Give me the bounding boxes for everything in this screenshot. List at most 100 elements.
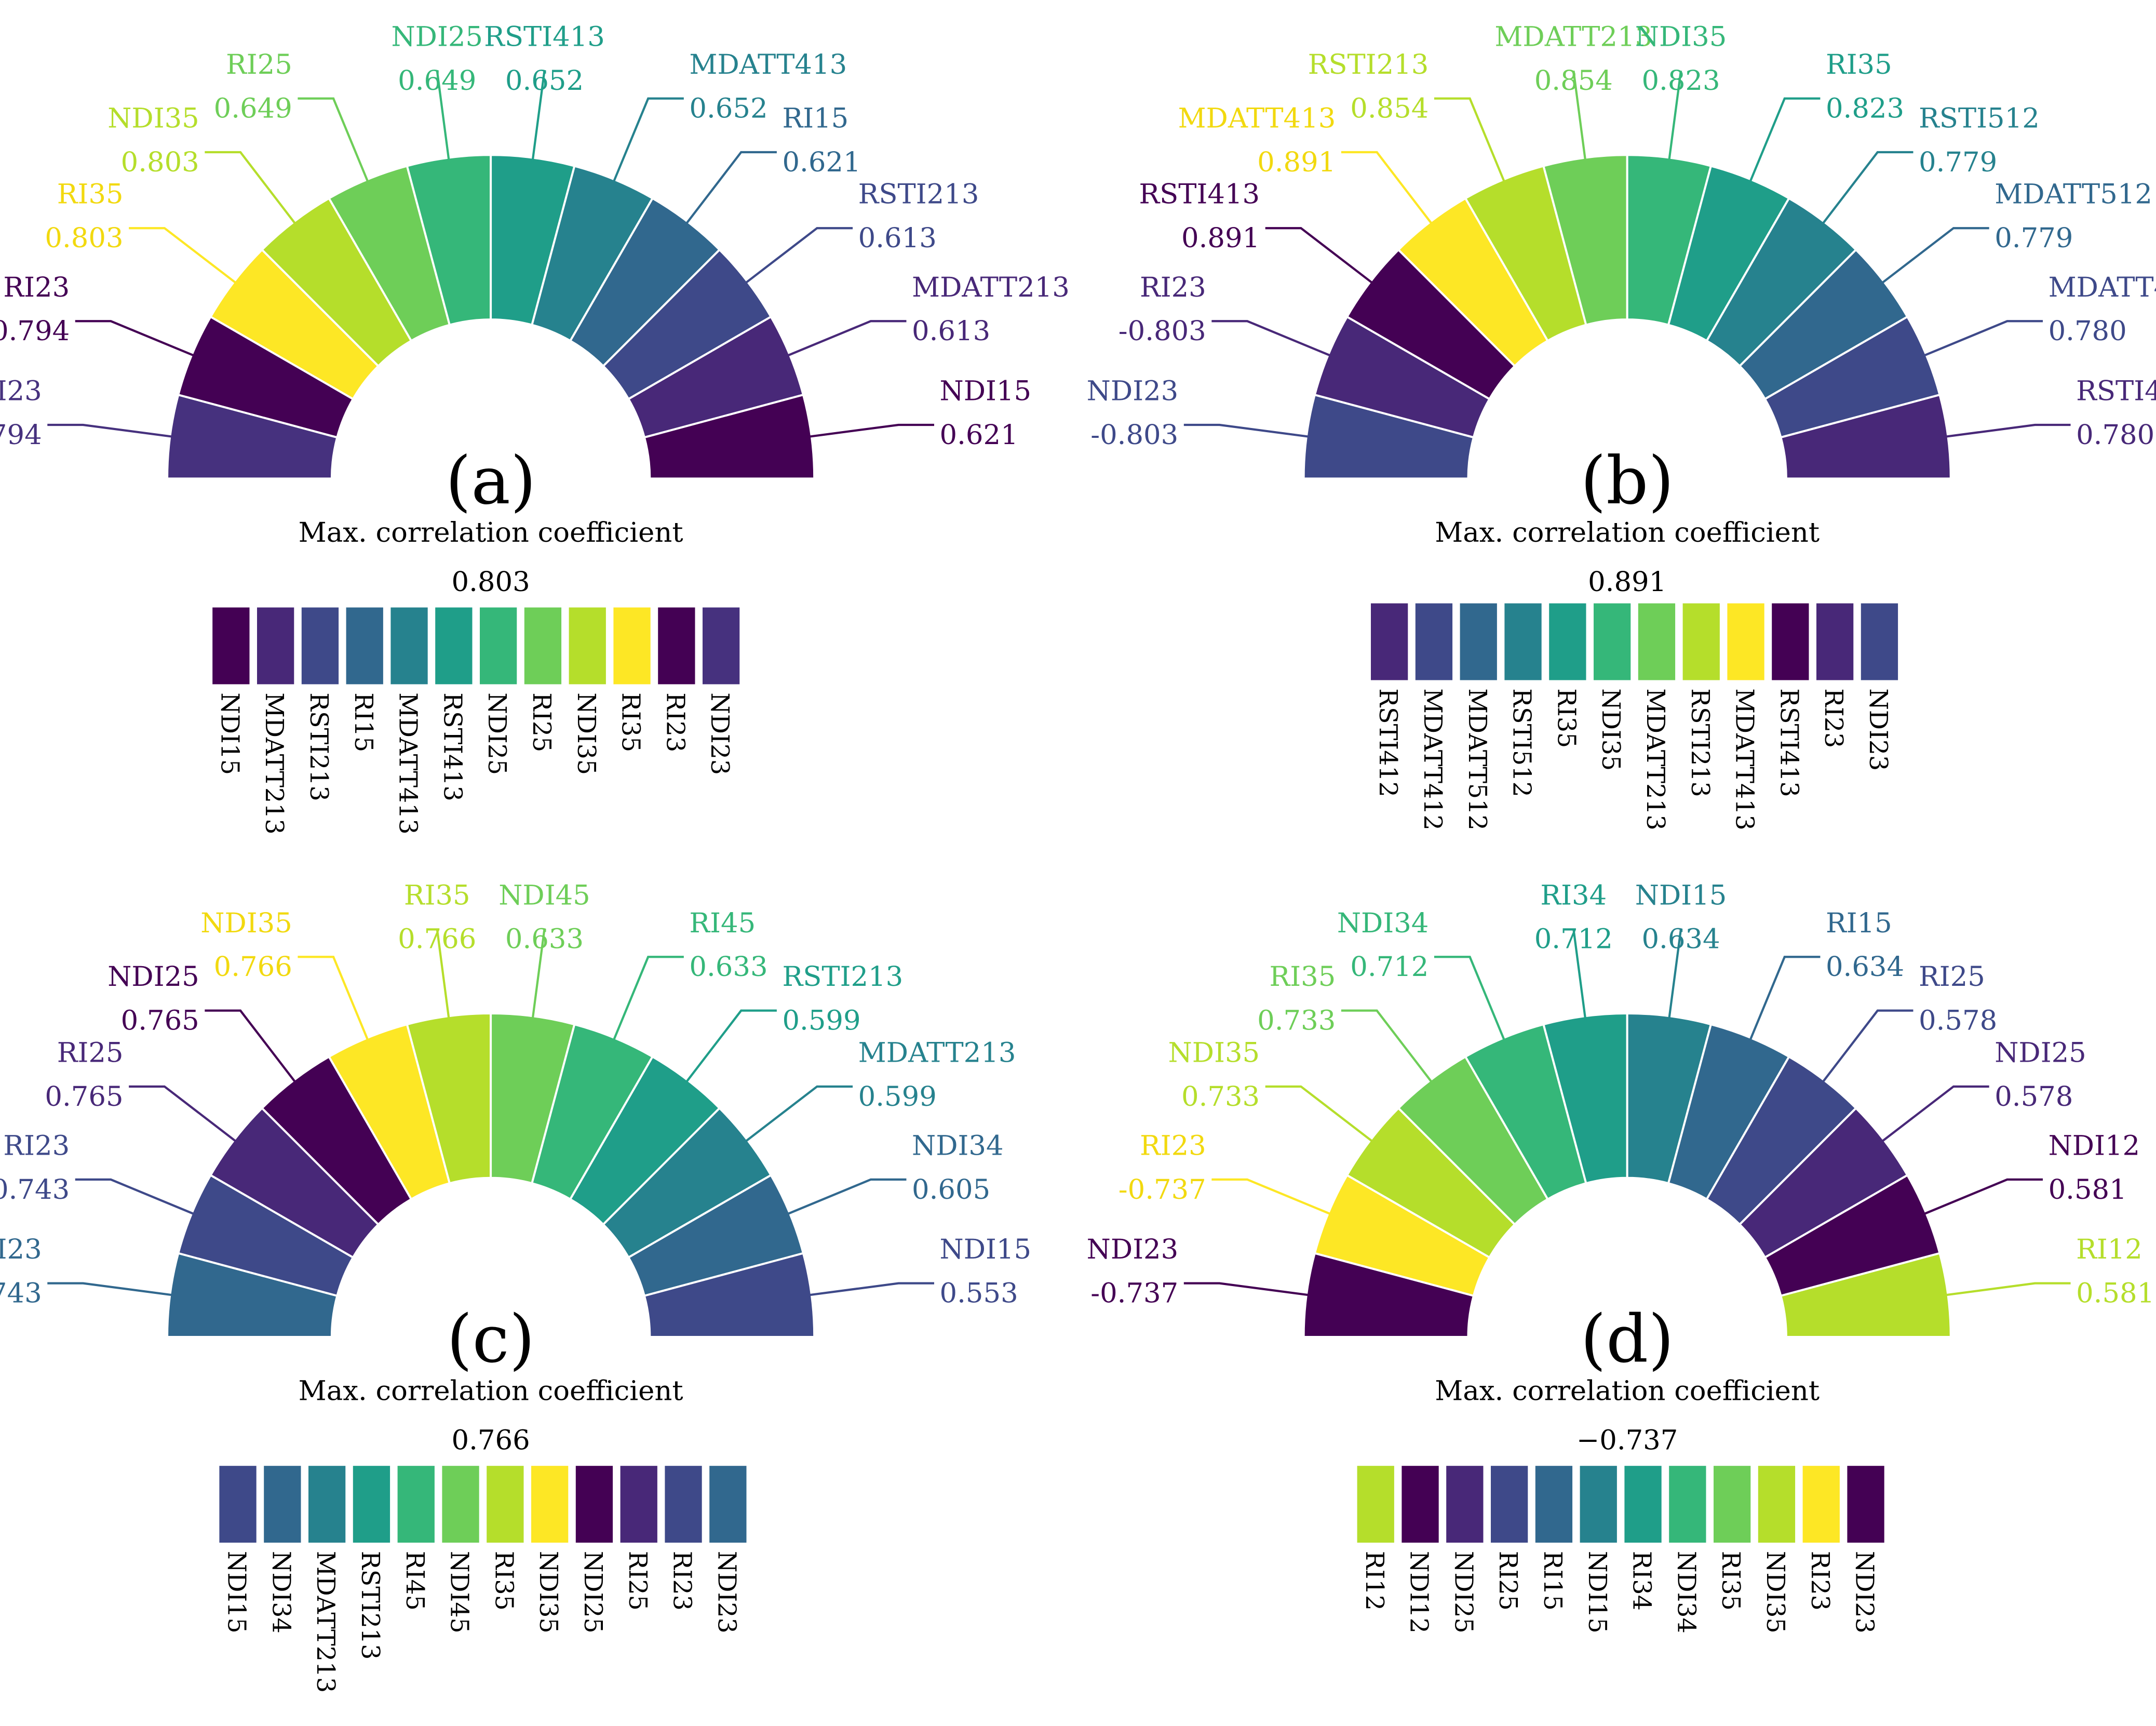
leader-line bbox=[436, 929, 451, 1022]
legend-label: MDATT413 bbox=[394, 692, 422, 834]
legend-swatch bbox=[435, 607, 473, 685]
segment-label: MDATT413 bbox=[689, 49, 847, 81]
segment-label: NDI35 bbox=[107, 103, 199, 135]
leader-line bbox=[683, 151, 777, 227]
leader-line bbox=[75, 320, 198, 358]
legend-swatch bbox=[703, 607, 740, 685]
legend-label: NDI25 bbox=[1449, 1551, 1477, 1634]
leader-line bbox=[531, 70, 546, 164]
legend-swatch bbox=[1758, 1466, 1796, 1543]
segment-value: 0.733 bbox=[1181, 1081, 1260, 1113]
leader-line bbox=[611, 97, 684, 185]
legend-swatch bbox=[1682, 603, 1720, 680]
legend-swatch bbox=[1402, 1466, 1439, 1543]
segment-value: 0.621 bbox=[782, 146, 860, 178]
segment-value: 0.765 bbox=[45, 1081, 123, 1113]
leader-line bbox=[205, 151, 298, 227]
legend-swatch bbox=[569, 607, 606, 685]
segment-value: 0.599 bbox=[782, 1005, 860, 1037]
legend-swatch bbox=[1371, 603, 1408, 680]
legend-title: Max. correlation coefficient bbox=[299, 1375, 683, 1407]
leader-line bbox=[1341, 1009, 1435, 1086]
segment-label: NDI25 bbox=[391, 21, 483, 53]
leader-line bbox=[1748, 97, 1821, 185]
leader-line bbox=[742, 227, 853, 286]
chart-panel-3: NDI23-0.743RI23-0.743RI250.765NDI250.765… bbox=[0, 879, 1031, 1693]
segment-value: -0.743 bbox=[0, 1174, 70, 1206]
legend-swatch bbox=[1727, 603, 1764, 680]
leader-line bbox=[1820, 151, 1914, 227]
chart-panel-1: NDI23-0.794RI23-0.794RI350.803NDI350.803… bbox=[0, 21, 1070, 835]
leader-line bbox=[611, 956, 684, 1043]
segment-value: 0.779 bbox=[1919, 146, 1997, 178]
segment-rsti412 bbox=[1780, 393, 1952, 480]
legend-label: RSTI413 bbox=[1774, 688, 1803, 797]
leader-line bbox=[1572, 929, 1587, 1022]
leader-line bbox=[683, 1009, 777, 1086]
segment-value: 0.854 bbox=[1534, 65, 1613, 97]
leader-line bbox=[1942, 423, 2071, 438]
segment-label: NDI23 bbox=[0, 375, 42, 407]
legend-label: MDATT213 bbox=[1641, 688, 1669, 830]
leader-line bbox=[436, 70, 451, 164]
segment-label: NDI25 bbox=[1995, 1037, 2086, 1068]
leader-line bbox=[531, 929, 546, 1022]
segment-value: 0.634 bbox=[1826, 951, 1904, 983]
segment-value: -0.794 bbox=[0, 315, 70, 347]
segment-label: NDI23 bbox=[1087, 1234, 1179, 1265]
segment-label: RI45 bbox=[689, 907, 756, 939]
segment-label: NDI23 bbox=[1087, 375, 1179, 407]
legend-swatch bbox=[1549, 603, 1586, 680]
segment-value: 0.649 bbox=[214, 93, 292, 125]
legend-label: NDI34 bbox=[266, 1551, 295, 1634]
segment-label: RSTI213 bbox=[782, 961, 903, 993]
segment-value: 0.581 bbox=[2049, 1174, 2127, 1206]
leader-line bbox=[1434, 97, 1507, 185]
legend-label: RSTI512 bbox=[1507, 688, 1536, 797]
legend-swatch bbox=[442, 1466, 479, 1543]
legend-swatch bbox=[353, 1466, 390, 1543]
legend-label: RI15 bbox=[349, 692, 378, 752]
leader-line bbox=[1183, 423, 1312, 438]
legend-label: RI35 bbox=[616, 692, 645, 752]
segment-value: 0.621 bbox=[940, 419, 1018, 451]
leader-line bbox=[1572, 70, 1587, 164]
leader-line bbox=[742, 1085, 853, 1144]
segment-value: 0.605 bbox=[912, 1174, 990, 1206]
legend-label: NDI35 bbox=[1761, 1551, 1789, 1634]
legend-label: RSTI213 bbox=[356, 1551, 384, 1660]
segment-value: -0.803 bbox=[1119, 315, 1206, 347]
legend-label: RSTI412 bbox=[1373, 688, 1402, 797]
legend-swatch bbox=[1357, 1466, 1394, 1543]
segment-value: 0.634 bbox=[1641, 924, 1720, 955]
segment-value: 0.803 bbox=[121, 146, 199, 178]
legend-label: NDI12 bbox=[1405, 1551, 1433, 1634]
legend-label: NDI25 bbox=[578, 1551, 607, 1634]
segment-label: NDI23 bbox=[0, 1234, 42, 1265]
segment-value: -0.803 bbox=[1090, 419, 1178, 451]
segment-value: 0.779 bbox=[1995, 222, 2073, 254]
segment-label: RI25 bbox=[1919, 961, 1985, 993]
legend-swatch bbox=[1504, 603, 1542, 680]
legend-label: NDI35 bbox=[534, 1551, 562, 1634]
segment-label: NDI15 bbox=[1635, 879, 1727, 911]
legend-swatch bbox=[219, 1466, 257, 1543]
legend-label: RI25 bbox=[527, 692, 556, 752]
legend-swatch bbox=[1638, 603, 1676, 680]
panel-label: (b) bbox=[1581, 442, 1674, 519]
segment-label: NDI45 bbox=[498, 879, 590, 911]
segment-label: MDATT512 bbox=[1995, 179, 2152, 210]
legend-label: RI25 bbox=[1493, 1551, 1522, 1611]
legend-swatch bbox=[1816, 603, 1854, 680]
leader-line bbox=[1434, 956, 1507, 1043]
leader-line bbox=[1183, 1282, 1312, 1297]
legend-label: NDI34 bbox=[1672, 1551, 1700, 1634]
legend-swatch bbox=[1594, 603, 1631, 680]
leader-line bbox=[298, 97, 370, 185]
legend-label: NDI15 bbox=[222, 1551, 251, 1634]
segment-value: 0.613 bbox=[858, 222, 937, 254]
segment-value: 0.780 bbox=[2049, 315, 2127, 347]
segment-label: RI15 bbox=[1826, 907, 1892, 939]
segment-label: NDI12 bbox=[2049, 1130, 2140, 1161]
legend-label: RI35 bbox=[1716, 1551, 1745, 1611]
